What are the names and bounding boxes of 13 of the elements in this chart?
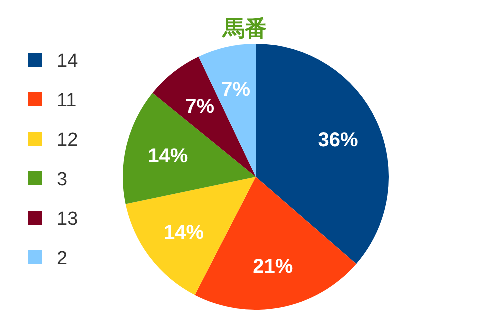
chart-title: 馬番: [222, 16, 267, 41]
legend-label: 2: [57, 248, 68, 270]
data-label: 21%: [253, 256, 294, 278]
data-label: 7%: [186, 96, 215, 118]
legend-label: 14: [57, 51, 79, 72]
data-label: 14%: [148, 146, 188, 168]
legend-label: 11: [57, 90, 77, 112]
data-label: 7%: [222, 78, 251, 101]
legend-label: 13: [57, 209, 78, 230]
data-label: 36%: [318, 129, 358, 152]
legend-label: 12: [57, 130, 78, 151]
legend-label: 3: [57, 170, 68, 190]
data-label: 14%: [164, 222, 204, 244]
